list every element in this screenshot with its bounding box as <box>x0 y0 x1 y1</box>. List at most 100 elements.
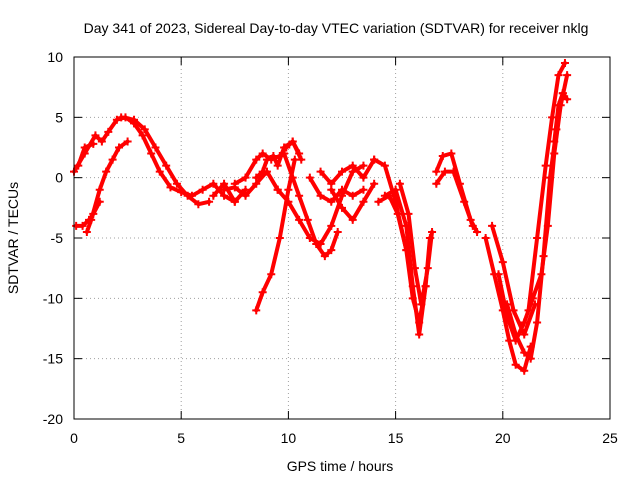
data-point <box>117 113 126 122</box>
data-point <box>198 185 207 194</box>
x-tick-label: 15 <box>388 430 404 446</box>
data-point <box>554 101 563 110</box>
data-point <box>327 185 336 194</box>
data-point <box>423 264 432 273</box>
y-tick-label: 0 <box>55 170 63 186</box>
data-point <box>348 161 357 170</box>
data-point <box>520 366 529 375</box>
data-point <box>288 173 297 182</box>
data-point <box>258 167 267 176</box>
series-line <box>434 169 475 228</box>
data-point <box>410 264 419 273</box>
data-point <box>82 227 91 236</box>
data-point <box>267 270 276 279</box>
data-point <box>284 197 293 206</box>
data-point <box>172 179 181 188</box>
data-point <box>74 161 83 170</box>
series-arc-19 <box>374 191 411 255</box>
data-point <box>449 167 458 176</box>
data-point <box>380 161 389 170</box>
data-point <box>348 215 357 224</box>
data-point <box>284 185 293 194</box>
series-line <box>254 157 297 313</box>
data-point <box>327 221 336 230</box>
data-point <box>338 203 346 212</box>
data-point <box>498 258 507 267</box>
data-point <box>209 179 218 188</box>
series-line <box>376 193 409 253</box>
data-point <box>205 197 214 206</box>
data-point <box>320 252 329 261</box>
data-point <box>327 246 336 255</box>
y-tick-label: -10 <box>43 290 63 306</box>
data-point <box>447 149 456 158</box>
data-point <box>209 191 218 200</box>
data-point <box>333 227 342 236</box>
y-axis-label: SDTVAR / TECUs <box>5 182 21 294</box>
data-point <box>316 191 325 200</box>
data-point <box>166 183 175 192</box>
data-point <box>511 330 520 339</box>
data-point <box>440 167 449 176</box>
data-point <box>316 240 325 249</box>
data-point <box>230 179 239 188</box>
data-point <box>91 131 100 140</box>
data-point <box>524 306 533 315</box>
data-point <box>511 360 520 369</box>
data-point <box>428 227 437 236</box>
y-tick-label: -15 <box>43 351 63 367</box>
x-tick-label: 0 <box>70 430 78 446</box>
data-point <box>280 149 289 158</box>
data-point <box>402 246 411 255</box>
series-line <box>526 61 567 313</box>
chart-title: Day 341 of 2023, Sidereal Day-to-day VTE… <box>84 20 589 36</box>
x-tick-label: 25 <box>602 430 618 446</box>
series-arc-9 <box>252 155 299 315</box>
data-point <box>183 191 192 200</box>
data-point <box>295 191 304 200</box>
y-tick-label: -20 <box>43 411 63 427</box>
data-point <box>241 173 250 182</box>
data-point <box>123 137 132 146</box>
data-point <box>359 161 368 170</box>
data-point <box>520 348 529 357</box>
data-point <box>138 131 147 140</box>
data-point <box>539 252 548 261</box>
data-point <box>520 318 529 327</box>
x-axis-label: GPS time / hours <box>287 458 394 474</box>
series-line <box>119 115 212 207</box>
grid <box>74 57 610 419</box>
data-point <box>488 221 497 230</box>
data-point <box>494 270 503 279</box>
data-point <box>258 288 267 297</box>
data-point <box>460 197 469 206</box>
data-point <box>252 173 261 182</box>
data-point <box>408 282 417 291</box>
data-point <box>327 197 336 206</box>
data-point <box>370 179 379 188</box>
series-arc-26 <box>524 59 569 315</box>
data-point <box>533 318 542 327</box>
data-point <box>526 354 535 363</box>
data-point <box>220 185 229 194</box>
series-arc-21 <box>432 167 477 230</box>
data-point <box>288 137 297 146</box>
data-point <box>338 167 346 176</box>
data-point <box>230 197 239 206</box>
data-point <box>393 209 402 218</box>
x-tick-label: 20 <box>495 430 511 446</box>
series-arc-15 <box>327 179 379 224</box>
data-point <box>273 185 282 194</box>
series-line <box>211 181 248 204</box>
data-point <box>338 185 346 194</box>
data-point <box>473 227 482 236</box>
data-point <box>533 234 542 242</box>
series-arc-6 <box>209 179 250 206</box>
data-point <box>147 149 156 158</box>
data-point <box>374 197 383 206</box>
data-point <box>305 173 314 182</box>
data-point <box>520 330 529 339</box>
data-point <box>305 234 314 242</box>
series-arc-11 <box>280 149 342 261</box>
data-point <box>541 161 550 170</box>
